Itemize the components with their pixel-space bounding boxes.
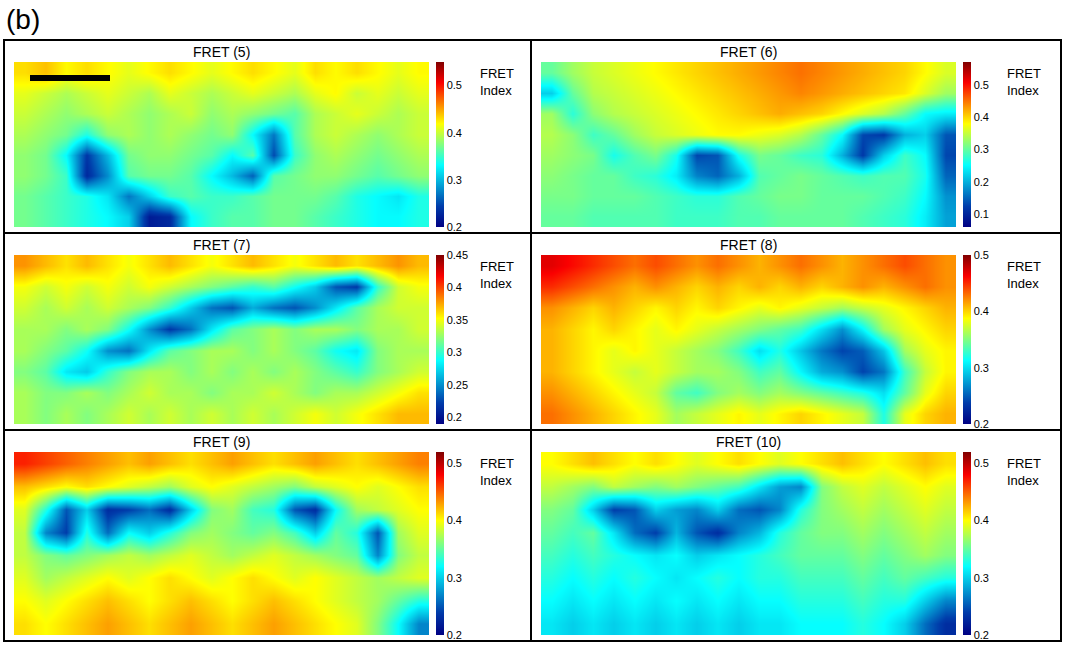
svg-text:0.2: 0.2 [974, 629, 989, 641]
svg-text:FRETIndex: FRETIndex [480, 259, 514, 291]
svg-text:FRET (7): FRET (7) [193, 237, 250, 253]
svg-text:FRETIndex: FRETIndex [1007, 66, 1041, 98]
svg-text:0.2: 0.2 [974, 176, 989, 188]
svg-text:0.4: 0.4 [447, 127, 462, 139]
svg-text:0.4: 0.4 [974, 305, 989, 317]
svg-text:FRETIndex: FRETIndex [1007, 456, 1041, 488]
svg-text:0.5: 0.5 [974, 249, 989, 261]
svg-text:0.2: 0.2 [974, 418, 989, 430]
svg-text:0.3: 0.3 [447, 346, 462, 358]
svg-text:FRET (10): FRET (10) [716, 434, 781, 450]
svg-text:(b): (b) [6, 4, 40, 35]
svg-text:FRETIndex: FRETIndex [480, 66, 514, 98]
svg-text:0.2: 0.2 [447, 411, 462, 423]
svg-text:FRETIndex: FRETIndex [1007, 259, 1041, 291]
svg-text:0.35: 0.35 [447, 314, 468, 326]
svg-text:0.45: 0.45 [447, 249, 468, 261]
svg-text:0.4: 0.4 [447, 514, 462, 526]
svg-text:0.25: 0.25 [447, 379, 468, 391]
svg-text:FRET (6): FRET (6) [720, 44, 777, 60]
svg-text:FRET (5): FRET (5) [193, 44, 250, 60]
svg-text:0.3: 0.3 [974, 572, 989, 584]
svg-text:0.1: 0.1 [974, 208, 989, 220]
svg-text:0.5: 0.5 [974, 457, 989, 469]
svg-text:0.3: 0.3 [974, 143, 989, 155]
svg-text:FRETIndex: FRETIndex [480, 456, 514, 488]
svg-text:0.3: 0.3 [447, 572, 462, 584]
svg-text:0.5: 0.5 [974, 79, 989, 91]
svg-text:0.5: 0.5 [447, 457, 462, 469]
svg-text:FRET (8): FRET (8) [720, 237, 777, 253]
svg-text:0.2: 0.2 [447, 221, 462, 233]
svg-text:0.2: 0.2 [447, 629, 462, 641]
svg-text:FRET (9): FRET (9) [193, 434, 250, 450]
svg-text:0.5: 0.5 [447, 79, 462, 91]
svg-text:0.3: 0.3 [447, 174, 462, 186]
svg-text:0.3: 0.3 [974, 362, 989, 374]
svg-text:0.4: 0.4 [974, 111, 989, 123]
svg-text:0.4: 0.4 [447, 281, 462, 293]
svg-text:0.4: 0.4 [974, 514, 989, 526]
